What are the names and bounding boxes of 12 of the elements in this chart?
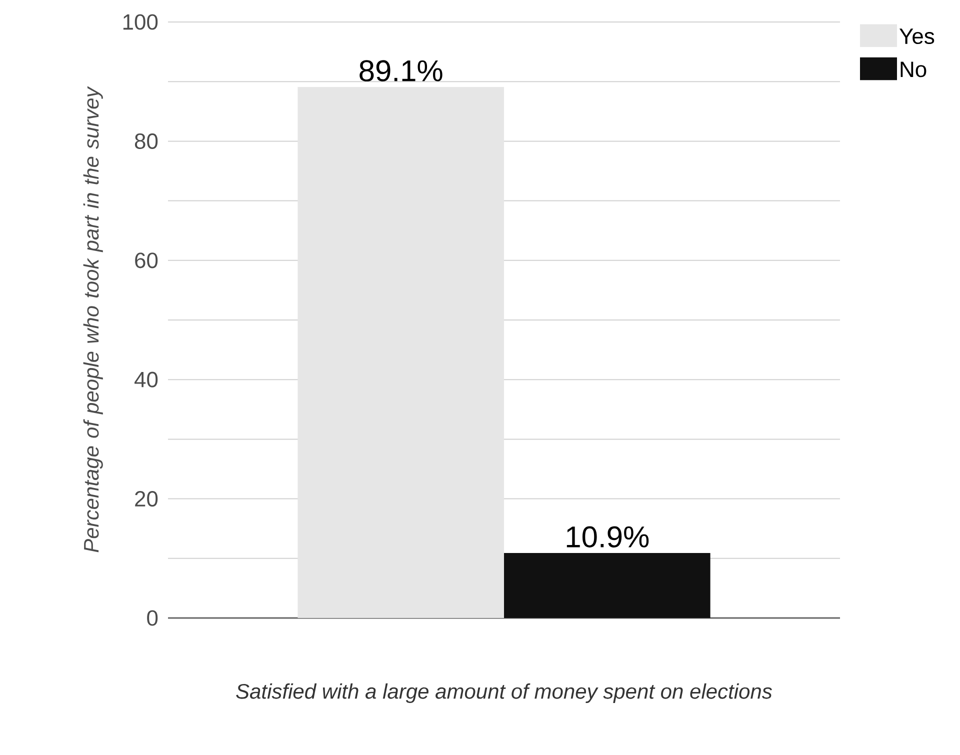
y-tick-label: 80 xyxy=(134,133,158,149)
y-tick-label: 40 xyxy=(134,372,158,388)
y-tick-label: 20 xyxy=(135,491,158,507)
x-axis-title: Satisfied with a large amount of money spent on elections xyxy=(236,683,772,703)
legend-label: No xyxy=(900,62,926,78)
y-axis-title: Percentage of people who took part in the survey xyxy=(83,86,103,552)
data-label: 10.9% xyxy=(566,526,649,548)
y-tick-label: 100 xyxy=(123,14,158,30)
y-tick-label: 0 xyxy=(147,610,158,626)
legend-label: Yes xyxy=(899,28,934,44)
y-tick-label: 60 xyxy=(135,252,158,268)
data-label: 89.1% xyxy=(360,60,442,82)
